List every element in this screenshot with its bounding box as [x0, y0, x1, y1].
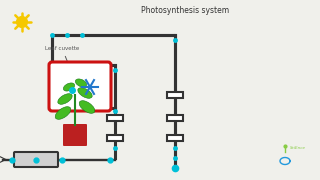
Ellipse shape — [55, 107, 71, 119]
Circle shape — [17, 17, 28, 27]
Ellipse shape — [58, 94, 72, 104]
Text: Photosynthesis system: Photosynthesis system — [141, 6, 229, 15]
FancyBboxPatch shape — [63, 124, 87, 146]
Bar — [167, 115, 183, 121]
Text: SciEnce: SciEnce — [290, 146, 306, 150]
Text: Leaf cuvette: Leaf cuvette — [45, 46, 79, 64]
Ellipse shape — [79, 101, 95, 113]
Ellipse shape — [76, 79, 87, 87]
Bar — [167, 92, 183, 98]
Ellipse shape — [78, 88, 92, 98]
FancyBboxPatch shape — [14, 152, 58, 167]
Ellipse shape — [63, 83, 75, 91]
FancyBboxPatch shape — [49, 62, 111, 111]
Bar — [167, 135, 183, 141]
Bar — [107, 115, 123, 121]
Bar — [107, 135, 123, 141]
